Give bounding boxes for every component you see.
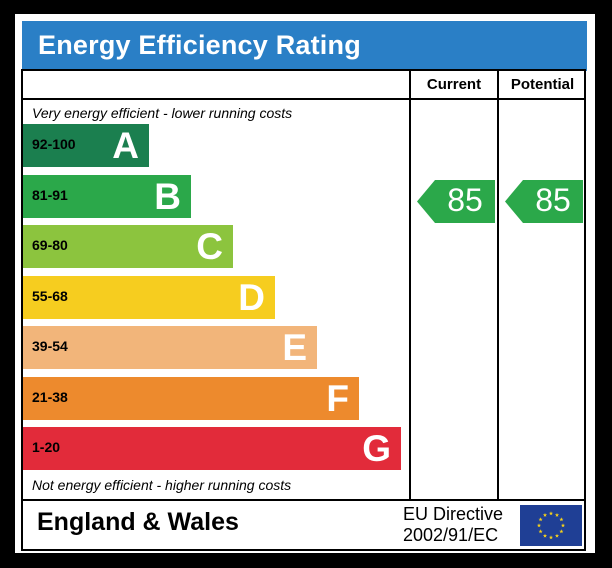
current-rating-badge: [417, 180, 495, 223]
eu-directive-label: EU Directive 2002/91/EC: [403, 504, 503, 546]
header-divider: [21, 98, 586, 100]
band-range-label: 21-38: [32, 388, 68, 405]
eu-star: [554, 512, 560, 517]
current-rating-arrow: [417, 180, 495, 223]
band-letter-label: B: [154, 175, 181, 217]
band-letter-label: E: [282, 327, 307, 368]
current-rating-value: 85: [447, 182, 483, 218]
band-letter-label: G: [362, 428, 391, 469]
eu-star: [559, 517, 564, 522]
current-column-header: Current: [426, 76, 482, 93]
chart-title: Energy Efficiency Rating: [38, 30, 361, 60]
eu-star: [559, 529, 564, 534]
inefficient-note: Not energy efficient - higher running co…: [32, 477, 292, 493]
band-a: 92-100 A: [23, 124, 149, 167]
band-g: 1-20 G: [23, 427, 401, 470]
band-range-label: 1-20: [32, 439, 61, 455]
eu-star: [542, 512, 548, 517]
eu-directive-line2: 2002/91/EC: [403, 525, 499, 545]
eu-flag-background: [520, 505, 582, 546]
band-f: 21-38 F: [23, 376, 359, 420]
potential-column-header: Potential: [510, 76, 575, 93]
potential-rating-arrow: [505, 180, 583, 223]
eu-star: [542, 533, 548, 538]
band-e: 39-54 E: [23, 326, 317, 369]
potential-rating-badge: [505, 180, 583, 223]
eu-star: [548, 511, 554, 516]
eu-star: [560, 523, 566, 528]
band-letter-label: F: [326, 377, 349, 419]
band-d: 55-68 D: [23, 275, 275, 319]
eu-star: [538, 517, 543, 522]
band-c: 69-80 C: [23, 225, 233, 268]
eu-star: [548, 535, 554, 540]
band-letter-label: C: [196, 226, 223, 267]
band-b: 81-91 B: [23, 174, 191, 218]
band-range-label: 69-80: [32, 237, 68, 253]
current-column-divider: [409, 69, 411, 500]
band-range-label: 39-54: [32, 338, 68, 354]
rating-table: [21, 69, 586, 551]
efficient-note: Very energy efficient - lower running co…: [32, 105, 293, 121]
title-bar: Energy Efficiency Rating: [22, 21, 587, 71]
eu-directive-line1: EU Directive: [403, 504, 504, 524]
eu-star: [536, 523, 542, 528]
footer-divider: [21, 499, 586, 501]
eu-star: [554, 533, 560, 538]
band-range-label: 92-100: [32, 136, 76, 152]
potential-column-divider: [497, 69, 499, 500]
eu-flag-icon: [520, 505, 582, 546]
epc-chart-frame: Energy Efficiency Rating Current Potenti…: [15, 14, 595, 553]
eu-star: [538, 529, 543, 534]
band-letter-label: D: [238, 276, 265, 318]
band-range-label: 55-68: [32, 287, 68, 304]
potential-rating-value: 85: [535, 182, 571, 218]
band-range-label: 81-91: [32, 186, 68, 203]
region-label: England & Wales: [37, 508, 239, 536]
band-letter-label: A: [112, 125, 139, 166]
